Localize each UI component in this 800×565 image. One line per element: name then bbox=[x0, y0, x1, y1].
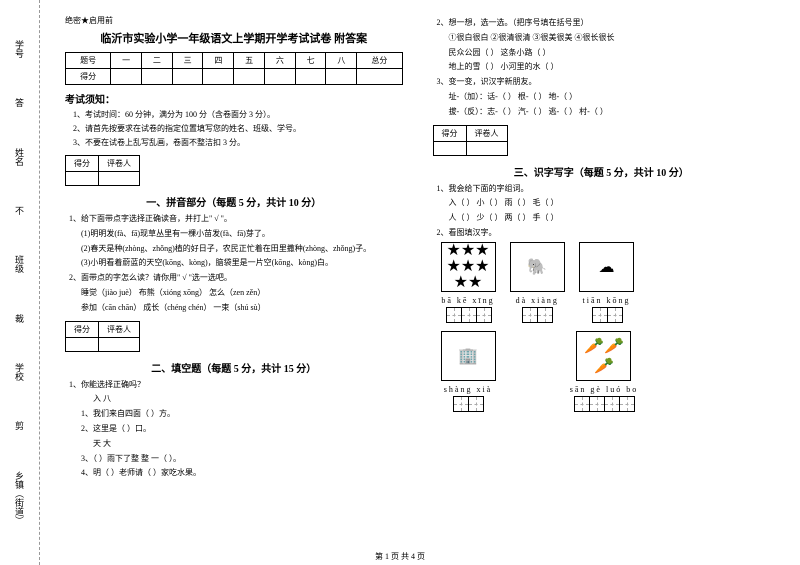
margin-cut: 答 bbox=[13, 98, 26, 107]
question: 2、面带点的字怎么读？请你用" √ "选一选吧。 bbox=[69, 272, 403, 285]
q-sub: 天 大 bbox=[93, 438, 403, 451]
q-sub: 3、（ ）雨下了整 整 一（ ）。 bbox=[81, 453, 403, 466]
q-sub: 址-（加）：话-（ ） 根-（ ） 地-（ ） bbox=[449, 91, 771, 104]
grader-box: 得分评卷人 bbox=[65, 321, 140, 352]
rule: 2、请首先按要求在试卷的指定位置填写您的姓名、班级、学号。 bbox=[73, 123, 403, 135]
td: 评卷人 bbox=[99, 156, 140, 172]
section-2-title: 二、填空题（每题 5 分，共计 15 分） bbox=[65, 360, 403, 375]
q-sub: 地上的雪（ ） 小河里的水（ ） bbox=[449, 61, 771, 74]
image-row-2: 🏢 shàng xià 🥕🥕🥕 sān gè luó bo bbox=[441, 331, 771, 412]
char-grid bbox=[592, 307, 622, 323]
question: 2、想一想，选一选。（把序号填在括号里） bbox=[437, 17, 771, 30]
q-sub: 睡觉（jiào juè） 布熊（xióng xōng） 怎么（zen zěn） bbox=[81, 287, 403, 300]
pinyin: tiān kōng bbox=[579, 296, 634, 305]
left-column: 绝密★启用前 临沂市实验小学一年级语文上学期开学考试试卷 附答案 题号 一 二 … bbox=[55, 15, 418, 555]
question: 1、给下面带点字选择正确读音，并打上" √ "。 bbox=[69, 213, 403, 226]
q-sub: ①很白很白 ②很清很清 ③很美很美 ④很长很长 bbox=[449, 32, 771, 45]
margin-cut: 不 bbox=[13, 206, 26, 215]
q-sub: 入（ ） 小（ ） 雨（ ） 毛（ ） bbox=[449, 197, 771, 210]
char-grid bbox=[446, 307, 491, 323]
q-sub: 2、这里是（ ）口。 bbox=[81, 423, 403, 436]
margin-label: 班级 bbox=[13, 255, 26, 273]
th: 六 bbox=[264, 53, 295, 69]
q-sub: (2)春天是种(zhòng、zhǒng)植的好日子，农民正忙着在田里撒种(zhò… bbox=[81, 243, 403, 256]
td: 评卷人 bbox=[99, 321, 140, 337]
char-grid bbox=[522, 307, 552, 323]
th: 题号 bbox=[66, 53, 111, 69]
th: 五 bbox=[234, 53, 265, 69]
img-item-carrot: 🥕🥕🥕 sān gè luó bo bbox=[570, 331, 638, 412]
img-item-cloud: ☁ tiān kōng bbox=[579, 242, 634, 323]
elephant-icon: 🐘 bbox=[510, 242, 565, 292]
question: 1、你能选择正确吗？ bbox=[69, 379, 403, 392]
question: 1、我会给下面的字组词。 bbox=[437, 183, 771, 196]
grader-box: 得分评卷人 bbox=[65, 155, 140, 186]
page-footer: 第 1 页 共 4 页 bbox=[0, 551, 800, 562]
pinyin: dà xiàng bbox=[510, 296, 565, 305]
question: 3、变一变，识汉字新朋友。 bbox=[437, 76, 771, 89]
page-content: 绝密★启用前 临沂市实验小学一年级语文上学期开学考试试卷 附答案 题号 一 二 … bbox=[40, 0, 800, 565]
question: 2、看图填汉字。 bbox=[437, 227, 771, 240]
score-table: 题号 一 二 三 四 五 六 七 八 总分 得分 bbox=[65, 52, 403, 85]
pinyin: sān gè luó bo bbox=[570, 385, 638, 394]
q-sub: 入 八 bbox=[93, 393, 403, 406]
margin-label: 姓名 bbox=[13, 148, 26, 166]
section-3-title: 三、识字写字（每题 5 分，共计 10 分） bbox=[433, 164, 771, 179]
cloud-icon: ☁ bbox=[579, 242, 634, 292]
td: 得分 bbox=[66, 69, 111, 85]
img-item-elephant: 🐘 dà xiàng bbox=[510, 242, 565, 323]
q-sub: (3)小明看着蔚蓝的天空(kōng、kòng)，脑袋里是一片空(kōng、kòn… bbox=[81, 257, 403, 270]
pinyin: shàng xià bbox=[441, 385, 496, 394]
q-sub: 参加（cān chān） 成长（chéng chén） 一束（shú sù） bbox=[81, 302, 403, 315]
table-row: 题号 一 二 三 四 五 六 七 八 总分 bbox=[66, 53, 403, 69]
td: 得分 bbox=[433, 125, 466, 141]
rules-heading: 考试须知： bbox=[65, 91, 403, 106]
char-grid bbox=[453, 396, 483, 412]
rule: 3、不要在试卷上乱写乱画，卷面不整洁扣 3 分。 bbox=[73, 137, 403, 149]
th: 四 bbox=[203, 53, 234, 69]
td: 评卷人 bbox=[466, 125, 507, 141]
img-item-building: 🏢 shàng xià bbox=[441, 331, 496, 412]
th: 总分 bbox=[357, 53, 402, 69]
th: 一 bbox=[111, 53, 142, 69]
img-item-stars: ★★★★★★★★ bā kē xīng bbox=[441, 242, 496, 323]
binding-margin: 学号 答 姓名 不 班级 裁 学校 剪 乡镇（街道） bbox=[0, 0, 40, 565]
classified-label: 绝密★启用前 bbox=[65, 15, 403, 26]
right-column: 2、想一想，选一选。（把序号填在括号里） ①很白很白 ②很清很清 ③很美很美 ④… bbox=[418, 15, 781, 555]
th: 三 bbox=[172, 53, 203, 69]
stars-icon: ★★★★★★★★ bbox=[441, 242, 496, 292]
margin-cut: 剪 bbox=[13, 421, 26, 430]
building-icon: 🏢 bbox=[441, 331, 496, 381]
char-grid bbox=[574, 396, 634, 412]
q-sub: 1、我们来自四面（ ）方。 bbox=[81, 408, 403, 421]
margin-cut: 裁 bbox=[13, 314, 26, 323]
carrot-icon: 🥕🥕🥕 bbox=[576, 331, 631, 381]
q-sub: 民众公园（ ） 这条小路（ ） bbox=[449, 47, 771, 60]
table-row: 得分 bbox=[66, 69, 403, 85]
grader-box: 得分评卷人 bbox=[433, 125, 508, 156]
q-sub: (1)明明发(fà、fā)现草丛里有一棵小苗发(fà、fā)芽了。 bbox=[81, 228, 403, 241]
td: 得分 bbox=[66, 321, 99, 337]
td: 得分 bbox=[66, 156, 99, 172]
th: 七 bbox=[295, 53, 326, 69]
section-1-title: 一、拼音部分（每题 5 分，共计 10 分） bbox=[65, 194, 403, 209]
q-sub: 人（ ） 少（ ） 两（ ） 手（ ） bbox=[449, 212, 771, 225]
th: 八 bbox=[326, 53, 357, 69]
q-sub: 拔-（反）：志-（ ） 汽-（ ） 逃-（ ） 村-（ ） bbox=[449, 106, 771, 119]
th: 二 bbox=[141, 53, 172, 69]
rule: 1、考试时间：60 分钟，满分为 100 分（含卷面分 3 分）。 bbox=[73, 109, 403, 121]
exam-title: 临沂市实验小学一年级语文上学期开学考试试卷 附答案 bbox=[65, 30, 403, 46]
margin-label: 学号 bbox=[13, 40, 26, 58]
margin-label: 学校 bbox=[13, 363, 26, 381]
pinyin: bā kē xīng bbox=[441, 296, 496, 305]
margin-label: 乡镇（街道） bbox=[13, 471, 26, 525]
image-row-1: ★★★★★★★★ bā kē xīng 🐘 dà xiàng ☁ tiān kō… bbox=[441, 242, 771, 323]
q-sub: 4、明（ ）老师请（ ）家吃水果。 bbox=[81, 467, 403, 480]
